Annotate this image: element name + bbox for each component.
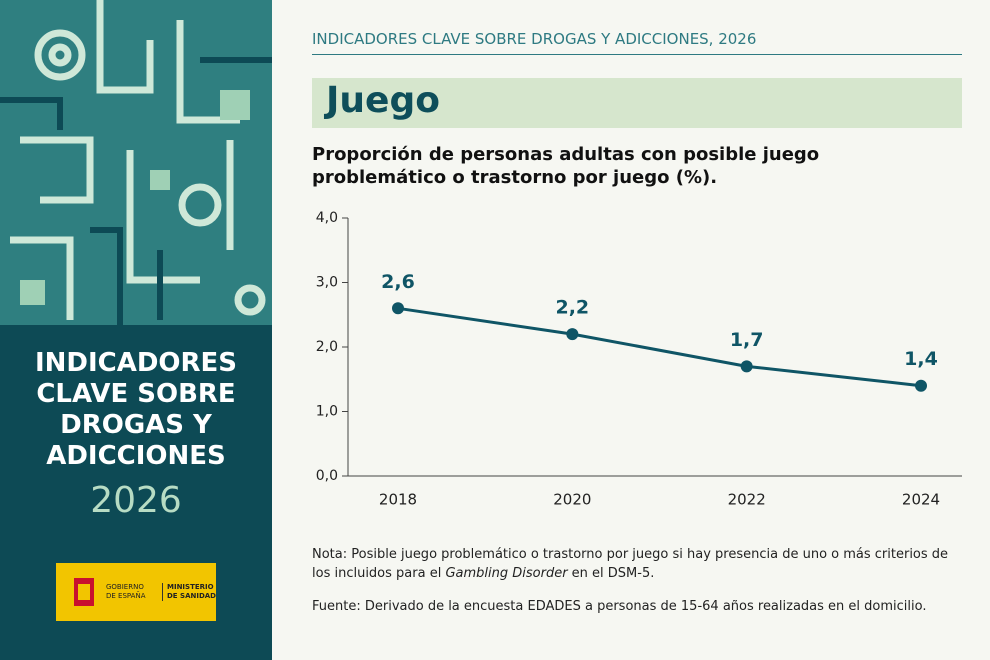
chart: 0,0 1,0 2,0 3,0 4,0 2018 2020 2022 2024 2,6 2,2 1,7… <box>316 210 962 509</box>
coat-of-arms <box>74 578 94 606</box>
section-title: Juego <box>326 80 440 121</box>
note-text: Nota: Posible juego problemático o trast… <box>312 547 949 581</box>
logo-text: GOBIERNO <box>106 583 144 591</box>
chart-title: Proporción de personas adultas con posib… <box>312 144 820 188</box>
point <box>566 328 579 341</box>
y-tick-label: 4,0 <box>316 210 338 226</box>
logo-text: DE SANIDAD <box>167 592 216 600</box>
sidebar-title-line: DROGAS Y <box>60 410 212 440</box>
data-label: 2,2 <box>555 297 589 319</box>
sidebar-title-line: CLAVE SOBRE <box>36 379 236 409</box>
data-label: 2,6 <box>381 271 415 293</box>
note-text: en el DSM-5. <box>567 566 655 581</box>
x-tick-label: 2024 <box>902 491 940 509</box>
sidebar-year: 2026 <box>90 480 182 521</box>
note-italic: Gambling Disorder <box>445 566 568 581</box>
sidebar-title-line: INDICADORES <box>34 348 238 378</box>
data-label: 1,4 <box>904 348 938 370</box>
sidebar-title-line: ADICCIONES <box>46 441 226 471</box>
point <box>740 360 753 373</box>
logo-text: MINISTERIO <box>167 583 214 591</box>
x-tick-label: 2020 <box>553 491 591 509</box>
logo: GOBIERNO DE ESPAÑA MINISTERIO DE SANIDAD <box>56 563 216 621</box>
point <box>915 379 927 392</box>
header: INDICADORES CLAVE SOBRE DROGAS Y ADICCIO… <box>312 30 962 55</box>
decorative-pattern <box>0 0 272 325</box>
logo-text: DE ESPAÑA <box>106 592 146 600</box>
point <box>392 302 404 315</box>
note: Nota: Posible juego problemático o trast… <box>312 545 962 583</box>
x-tick-label: 2022 <box>728 491 766 509</box>
y-tick-label: 2,0 <box>316 339 338 355</box>
logo-right: MINISTERIO DE SANIDAD <box>162 583 216 601</box>
y-tick-label: 1,0 <box>316 404 338 420</box>
sidebar: INDICADORES CLAVE SOBRE DROGAS Y ADICCIONES… <box>0 0 272 660</box>
x-tick-label: 2018 <box>379 491 417 509</box>
logo-left: GOBIERNO DE ESPAÑA <box>106 583 146 601</box>
line <box>397 306 922 388</box>
sidebar-title: INDICADORES CLAVE SOBRE DROGAS Y ADICCIONES <box>0 348 272 472</box>
y-tick-label: 3,0 <box>316 275 338 291</box>
y-tick-label: 0,0 <box>316 468 338 484</box>
source: Fuente: Derivado de la encuesta EDADES a… <box>312 599 927 614</box>
section-banner: Juego <box>312 78 962 128</box>
data-label: 1,7 <box>730 329 764 351</box>
